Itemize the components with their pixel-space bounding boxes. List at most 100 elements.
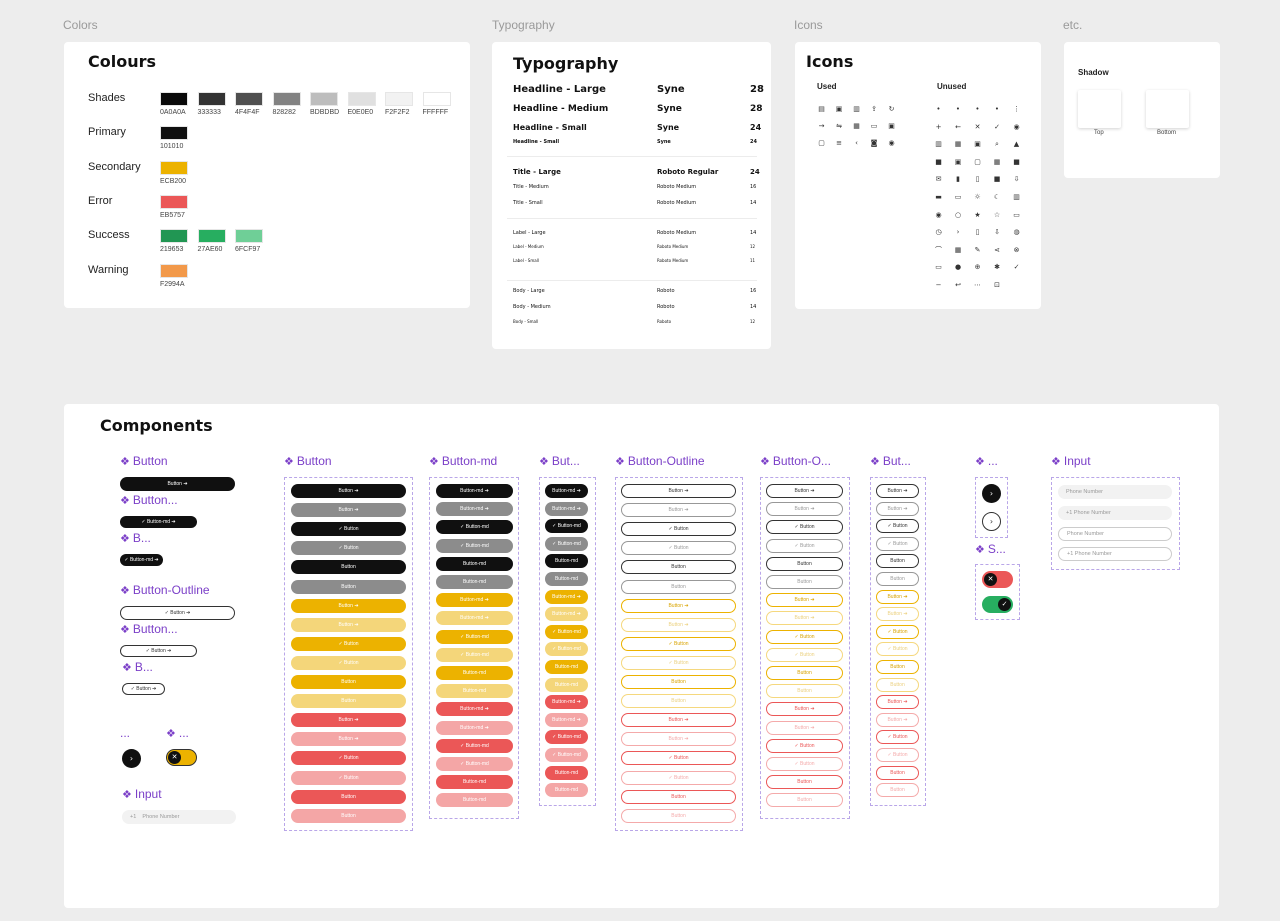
outline-button[interactable]: ✓ Button <box>766 629 843 644</box>
button[interactable]: Button-md <box>545 572 588 586</box>
outline-button[interactable]: Button ➔ <box>621 503 736 518</box>
button[interactable]: ✓ Button-md <box>436 738 513 753</box>
outline-button[interactable]: ✓ Button <box>766 738 843 753</box>
outline-button[interactable]: ✓ Button <box>876 748 919 762</box>
outline-button[interactable]: ✓ Button <box>766 538 843 553</box>
outline-button[interactable]: ✓ Button <box>876 519 919 534</box>
phone-input[interactable]: +1 Phone Number <box>1058 506 1172 520</box>
button[interactable]: ✓ Button-md <box>436 757 513 771</box>
outline-button[interactable]: Button ➔ <box>876 607 919 622</box>
phone-input[interactable]: Phone Number <box>1058 485 1172 499</box>
button[interactable]: ✓ Button-md <box>436 647 513 662</box>
outline-button[interactable]: Button ➔ <box>876 695 919 710</box>
outline-button[interactable]: Button ➔ <box>621 617 736 632</box>
button[interactable]: Button-md ➔ <box>545 712 588 727</box>
outline-button[interactable]: Button <box>876 677 919 692</box>
button[interactable]: ✓ Button-md <box>545 730 588 745</box>
outline-button[interactable]: Button ➔ <box>876 589 919 604</box>
outline-button[interactable]: ✓ Button <box>876 642 919 657</box>
outline-button[interactable]: Button <box>621 560 736 575</box>
button[interactable]: Button ➔ <box>291 732 406 747</box>
button[interactable]: Button-md ➔ <box>545 589 588 604</box>
outline-button[interactable]: Button <box>876 554 919 569</box>
button-outline-sm-sample[interactable]: ✓ Button ➔ <box>122 683 165 695</box>
outline-button[interactable]: ✓ Button <box>621 751 736 766</box>
button[interactable]: ✓ Button <box>291 751 406 766</box>
outline-button[interactable]: ✓ Button <box>621 636 736 651</box>
outline-button[interactable]: Button <box>621 694 736 709</box>
button[interactable]: Button-md ➔ <box>545 607 588 622</box>
button[interactable]: Button ➔ <box>291 503 406 518</box>
button[interactable]: Button-md ➔ <box>436 720 513 735</box>
button[interactable]: Button-md <box>545 660 588 674</box>
button[interactable]: Button-md <box>436 556 513 571</box>
button[interactable]: Button <box>291 560 406 575</box>
outline-button[interactable]: ✓ Button <box>621 655 736 670</box>
button[interactable]: Button-md ➔ <box>436 593 513 608</box>
outline-button[interactable]: Button <box>766 666 843 680</box>
outline-button[interactable]: Button ➔ <box>766 720 843 735</box>
button[interactable]: Button-md ➔ <box>436 611 513 626</box>
button[interactable]: Button <box>291 789 406 804</box>
button[interactable]: Button-md <box>436 684 513 699</box>
outline-button[interactable]: Button ➔ <box>766 484 843 498</box>
button[interactable]: Button-md ➔ <box>545 484 588 498</box>
outline-button[interactable]: ✓ Button <box>766 520 843 535</box>
button[interactable]: ✓ Button <box>291 636 406 651</box>
switch-sample[interactable]: ✕ <box>166 749 197 766</box>
outline-button[interactable]: Button ➔ <box>621 713 736 728</box>
button[interactable]: ✓ Button <box>291 522 406 537</box>
outline-button[interactable]: Button <box>766 793 843 808</box>
outline-button[interactable]: Button ➔ <box>876 712 919 727</box>
button[interactable]: Button ➔ <box>291 713 406 728</box>
input-sample[interactable]: +1 Phone Number <box>122 810 236 824</box>
outline-button[interactable]: Button <box>876 783 919 798</box>
outline-button[interactable]: ✓ Button <box>766 757 843 771</box>
button[interactable]: ✓ Button-md <box>545 536 588 551</box>
outline-button[interactable]: ✓ Button <box>766 647 843 662</box>
outline-button[interactable]: Button <box>876 572 919 586</box>
outline-button[interactable]: Button <box>621 789 736 804</box>
switch-off-error[interactable]: ✕ <box>982 571 1013 588</box>
button[interactable]: Button-md ➔ <box>436 702 513 717</box>
outline-button[interactable]: Button <box>766 575 843 589</box>
outline-button[interactable]: Button <box>766 684 843 699</box>
components-card[interactable]: Components ❖ Button ❖ Button... ❖ B... ❖ But… <box>64 404 1219 908</box>
button[interactable]: ✓ Button-md <box>545 519 588 534</box>
outline-button[interactable]: Button ➔ <box>766 702 843 717</box>
outline-button[interactable]: Button ➔ <box>766 611 843 626</box>
outline-button[interactable]: Button ➔ <box>621 732 736 747</box>
button[interactable]: ✓ Button-md <box>436 520 513 535</box>
icon-button-outline[interactable]: › <box>982 512 1001 531</box>
icon-button-filled[interactable]: › <box>982 484 1001 503</box>
button[interactable]: Button-md ➔ <box>545 695 588 710</box>
outline-button[interactable]: ✓ Button <box>876 536 919 551</box>
button[interactable]: Button <box>291 694 406 709</box>
button-sample[interactable]: Button ➔ <box>120 477 235 491</box>
outline-button[interactable]: Button ➔ <box>766 502 843 517</box>
button[interactable]: Button ➔ <box>291 617 406 632</box>
outline-button[interactable]: Button <box>876 660 919 674</box>
outline-button[interactable]: Button ➔ <box>876 501 919 516</box>
outline-button[interactable]: ✓ Button <box>621 770 736 785</box>
button-md-sample[interactable]: ✓ Button-md ➔ <box>120 516 197 528</box>
outline-button[interactable]: ✓ Button <box>621 522 736 537</box>
etc-card[interactable]: Shadow Top Bottom <box>1064 42 1220 178</box>
button[interactable]: Button-md <box>436 775 513 790</box>
outline-button[interactable]: Button <box>876 765 919 780</box>
button[interactable]: ✓ Button <box>291 770 406 785</box>
button[interactable]: ✓ Button-md <box>545 642 588 657</box>
button-outline-md-sample[interactable]: ✓ Button ➔ <box>120 645 197 657</box>
button[interactable]: Button <box>291 675 406 689</box>
outline-button[interactable]: Button ➔ <box>621 484 736 498</box>
button[interactable]: ✓ Button-md <box>545 624 588 639</box>
outline-button[interactable]: ✓ Button <box>876 624 919 639</box>
button[interactable]: Button-md <box>545 554 588 569</box>
button[interactable]: ✓ Button <box>291 541 406 556</box>
button[interactable]: ✓ Button-md <box>436 538 513 553</box>
outline-button[interactable]: Button ➔ <box>876 484 919 498</box>
button[interactable]: Button-md ➔ <box>436 484 513 498</box>
button[interactable]: Button <box>291 579 406 594</box>
outline-button[interactable]: Button ➔ <box>766 593 843 608</box>
button[interactable]: ✓ Button <box>291 655 406 670</box>
